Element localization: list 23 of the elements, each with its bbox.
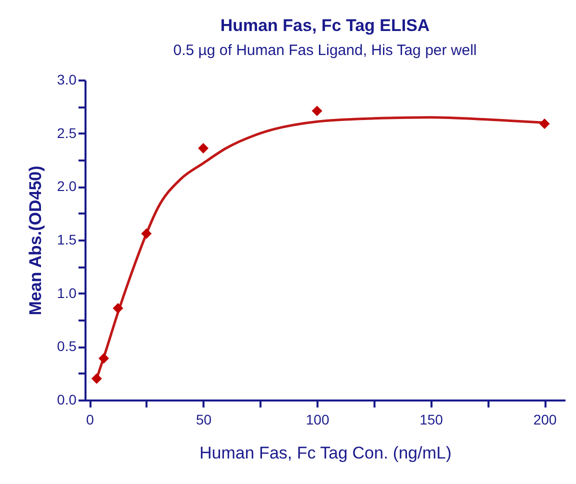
x-axis-title: Human Fas, Fc Tag Con. (ng/mL) <box>200 444 452 462</box>
y-tick-label: 2.0 <box>57 178 77 194</box>
point <box>198 143 209 154</box>
y-tick-label: 1.0 <box>57 284 77 301</box>
x-tick-label: 150 <box>420 412 444 428</box>
x-tick-label: 0 <box>86 412 94 428</box>
point <box>112 303 124 314</box>
point <box>539 118 550 129</box>
point <box>141 228 152 239</box>
chart-title: Human Fas, Fc Tag ELISA <box>220 16 430 35</box>
y-tick-label: 0.0 <box>57 392 77 408</box>
y-axis-title: Mean Abs.(OD450) <box>26 166 46 316</box>
x-tick-label: 100 <box>306 412 330 428</box>
chart-subtitle: 0.5 µg of Human Fas Ligand, His Tag per well <box>173 42 477 59</box>
point <box>91 373 102 384</box>
y-tick-label: 2.5 <box>57 124 77 141</box>
y-tick-label: 0.5 <box>57 338 77 354</box>
y-tick-label: 3.0 <box>57 72 77 88</box>
point <box>98 353 110 364</box>
point <box>312 106 322 116</box>
x-tick-label: 50 <box>196 412 212 428</box>
y-tick-label: 1.5 <box>57 232 77 248</box>
x-tick-label: 200 <box>533 412 557 428</box>
